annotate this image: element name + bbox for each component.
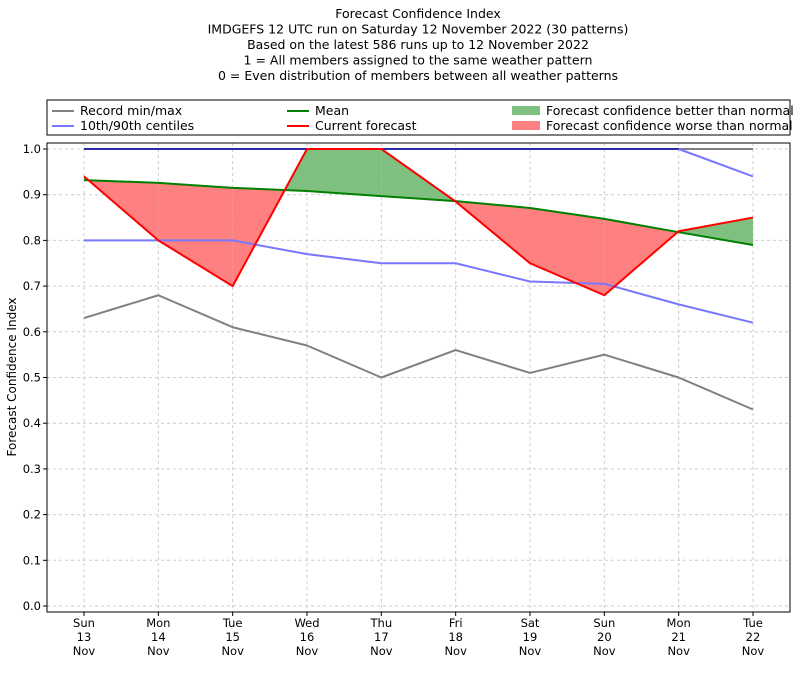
legend-label: Mean [315,103,349,118]
x-tick-label: 16 [300,630,315,644]
x-tick-label: 20 [597,630,612,644]
x-tick-label: 14 [151,630,166,644]
current-forecast-line [83,148,754,297]
x-tick-label: Wed [294,616,319,630]
legend-label: Forecast confidence worse than normal [546,118,793,133]
mean-line [83,179,754,246]
title-line: Forecast Confidence Index [335,6,501,21]
centile-10-line [84,239,754,324]
x-tick-label: Nov [73,644,96,658]
x-tick-label: Nov [147,644,170,658]
series-lines [83,148,754,411]
x-tick-label: Nov [370,644,393,658]
x-tick-label: Tue [742,616,763,630]
x-tick-label: Mon [667,616,691,630]
x-tick-label: 22 [746,630,761,644]
legend-label: 10th/90th centiles [80,118,194,133]
centile-90-line [84,148,754,178]
y-tick-label: 0.4 [23,416,41,430]
x-tick-label: 13 [77,630,92,644]
legend-box [46,99,791,136]
y-axis-label: Forecast Confidence Index [5,298,19,457]
x-tick-label: Nov [667,644,690,658]
better-than-normal-fill [678,217,753,245]
y-tick-label: 0.1 [23,553,41,567]
legend-label: Record min/max [80,103,182,118]
x-tick-label: 21 [671,630,686,644]
x-tick-label: 15 [225,630,240,644]
better-than-normal-fill [307,149,382,197]
x-tick-label: Thu [370,616,393,630]
y-tick-label: 1.0 [23,142,41,156]
legend-label: Current forecast [315,118,417,133]
x-tick-label: Mon [146,616,170,630]
x-tick-label: Sun [73,616,95,630]
x-axis: Sun13NovMon14NovTue15NovWed16NovThu17Nov… [73,612,765,658]
worse-than-normal-fill [158,182,233,287]
x-tick-label: 19 [523,630,538,644]
confidence-fills [84,149,753,296]
title-line: IMDGEFS 12 UTC run on Saturday 12 Novemb… [208,22,629,37]
title-line: 1 = All members assigned to the same wea… [244,53,593,68]
x-tick-label: Tue [222,616,243,630]
x-tick-label: 18 [448,630,463,644]
x-tick-label: Nov [742,644,765,658]
y-tick-label: 0.2 [23,508,41,522]
x-tick-label: Sat [521,616,540,630]
y-tick-label: 0.7 [23,279,41,293]
legend-swatch [512,121,540,130]
worse-than-normal-fill [530,207,605,296]
legend-swatch [512,106,540,115]
y-tick-label: 0.8 [23,233,41,247]
y-tick-label: 0.0 [23,599,41,613]
x-tick-label: Sun [593,616,615,630]
x-tick-label: Nov [593,644,616,658]
x-tick-label: Nov [519,644,542,658]
x-tick-label: Nov [296,644,319,658]
y-tick-label: 0.6 [23,325,41,339]
y-tick-label: 0.5 [23,371,41,385]
x-tick-label: 17 [374,630,389,644]
x-tick-label: Nov [444,644,467,658]
legend-label: Forecast confidence better than normal [546,103,794,118]
title-line: 0 = Even distribution of members between… [218,68,618,83]
x-tick-label: Fri [449,616,463,630]
record-min-line [83,294,754,411]
x-tick-label: Nov [221,644,244,658]
title-line: Based on the latest 586 runs up to 12 No… [247,37,589,52]
y-tick-label: 0.3 [23,462,41,476]
y-axis: 0.0 0.1 0.2 0.3 0.4 0.5 0.6 0.7 0.8 0.9 1.0 [23,142,47,613]
y-tick-label: 0.9 [23,188,41,202]
worse-than-normal-fill [604,218,678,296]
